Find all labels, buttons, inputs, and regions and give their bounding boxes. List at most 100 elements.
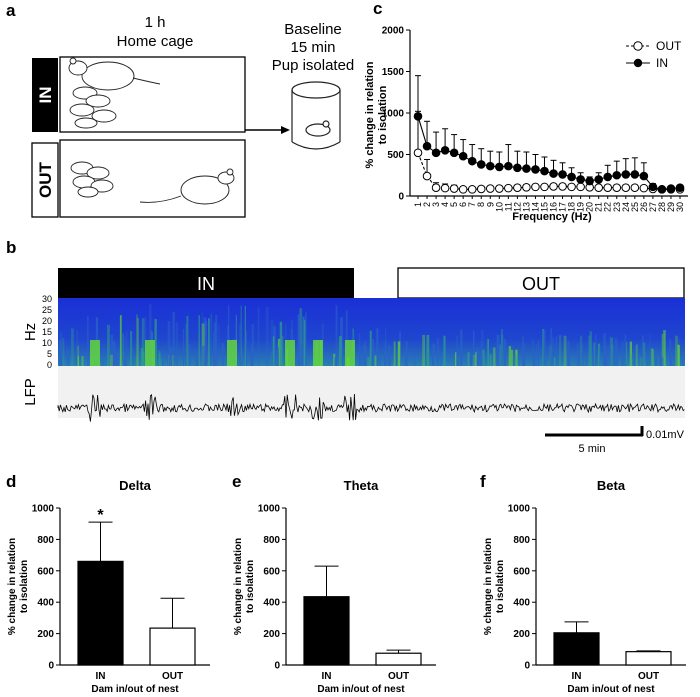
spectrogram-streak xyxy=(67,350,70,366)
in-cage xyxy=(59,56,246,133)
panel-c-ytick-label: 500 xyxy=(387,150,404,161)
bar-category-label: IN xyxy=(96,671,106,682)
panel-c-ylabel-line1: % change in relation xyxy=(364,61,376,168)
spectrogram-streak xyxy=(647,355,649,366)
panel-c-point-out xyxy=(449,184,459,193)
panel-f-letter: f xyxy=(480,472,486,491)
spectrogram-streak xyxy=(629,341,632,366)
home-cage-time: 1 h xyxy=(145,14,166,31)
spectrogram-streak xyxy=(413,352,416,366)
panel-c-point-in xyxy=(630,170,640,179)
spectrogram-streak xyxy=(201,323,205,366)
panel-c-point-out xyxy=(549,182,558,191)
spectrogram-streak xyxy=(432,343,434,366)
spectrogram-streak xyxy=(661,357,664,366)
significance-marker: * xyxy=(97,507,104,524)
bar-chart-ytick-label: 600 xyxy=(513,566,530,577)
spectrogram-streak xyxy=(277,338,281,366)
spectrogram-streak xyxy=(114,355,117,366)
panel-e-letter: e xyxy=(232,472,241,491)
spectrogram-streak xyxy=(376,328,379,366)
spectrogram-streak xyxy=(300,344,304,366)
spectrogram-streak xyxy=(374,355,377,366)
time-scale-label: 5 min xyxy=(579,443,606,455)
legend-in-label: IN xyxy=(656,56,668,70)
panel-c-point-out xyxy=(467,185,477,194)
spectrogram-streak xyxy=(305,312,307,366)
panel-c-xtick-label: 4 xyxy=(440,202,450,207)
spectrogram-streak xyxy=(393,341,396,366)
spectrogram-streak xyxy=(395,356,397,366)
spectrogram-streak xyxy=(675,335,678,366)
spectrogram-streak xyxy=(119,315,122,366)
spectrogram-streak xyxy=(172,355,174,366)
spectrogram-streak xyxy=(404,357,407,366)
bar-chart-ytick-label: 400 xyxy=(263,598,280,609)
spectrogram-streak xyxy=(426,335,430,366)
spectrogram-streak xyxy=(559,335,562,366)
panel-c-xtick-label: 2 xyxy=(422,202,432,207)
spectrogram-streak xyxy=(257,307,260,366)
spectrogram-streak xyxy=(160,358,163,366)
panel-c-xtick-label: 27 xyxy=(648,202,658,212)
in-condition-label: IN xyxy=(197,274,215,294)
hz-tick-label: 15 xyxy=(42,327,52,337)
panel-c-point-out xyxy=(440,183,450,193)
bar-chart-ytick-label: 600 xyxy=(37,566,54,577)
spectrogram-streak xyxy=(473,354,476,366)
spectrogram-streak xyxy=(154,319,157,366)
spectrogram-streak xyxy=(369,330,372,366)
spectrogram-streak xyxy=(383,351,387,366)
spectrogram-streak xyxy=(240,349,242,366)
hz-tick-label: 30 xyxy=(42,294,52,304)
spectrogram-streak xyxy=(270,319,274,366)
spectrogram-streak xyxy=(371,339,375,366)
panel-c-point-in xyxy=(513,163,522,173)
in-side-label: IN xyxy=(36,87,55,104)
panel-c-xtick-label: 30 xyxy=(675,202,685,212)
spectrogram-streak xyxy=(109,354,112,366)
spectrogram-burst xyxy=(145,340,155,366)
spectrogram-streak xyxy=(481,330,484,366)
panel-c-point-in xyxy=(431,148,441,158)
spectrogram-streak xyxy=(240,305,242,366)
dam-outside-nest-illustration xyxy=(139,168,235,205)
panel-c-ytick-label: 1500 xyxy=(382,67,405,78)
panel-c-point-in xyxy=(567,172,576,182)
bar-category-label: IN xyxy=(572,671,582,682)
spectrogram-streak xyxy=(610,337,614,366)
panel-c-xtick-label: 5 xyxy=(449,202,459,207)
panel-e: Theta % change in relation to isolation 0 20… xyxy=(233,478,436,695)
spectrogram-streak xyxy=(363,345,367,366)
spectrogram-streak xyxy=(585,349,588,366)
panel-c-point-in xyxy=(657,185,667,194)
bar-chart-xlabel: Dam in/out of nest xyxy=(91,684,179,695)
panel-c-point-out xyxy=(485,184,495,193)
bar-chart-ylabel-line2: to isolation xyxy=(495,560,506,613)
spectrogram-streak xyxy=(132,347,134,366)
spectrogram-streak xyxy=(345,310,348,366)
bar-chart-ytick-label: 1000 xyxy=(508,504,531,515)
spectrogram-streak xyxy=(71,328,74,366)
spectrogram-streak xyxy=(588,335,591,366)
spectrogram-streak xyxy=(135,357,137,366)
spectrogram-streak xyxy=(250,354,253,366)
spectrogram-streak xyxy=(302,316,305,366)
spectrogram-streak xyxy=(455,335,459,366)
spectrogram-streak xyxy=(295,353,298,366)
panel-c-point-in xyxy=(621,170,631,179)
spectrogram-streak xyxy=(158,352,161,366)
panel-c-points xyxy=(413,112,685,194)
spectrogram-streak xyxy=(576,343,580,366)
baseline-line2: 15 min xyxy=(290,39,335,56)
spectrogram-streak xyxy=(379,356,381,366)
pups-in-nest-illustration xyxy=(70,161,114,198)
bar-in xyxy=(553,632,600,666)
spectrogram-streak xyxy=(603,333,606,366)
spectrogram-streak xyxy=(512,345,515,366)
spectrogram-streak xyxy=(642,342,646,366)
bar-out xyxy=(625,651,672,666)
spectrogram-streak xyxy=(589,331,592,366)
